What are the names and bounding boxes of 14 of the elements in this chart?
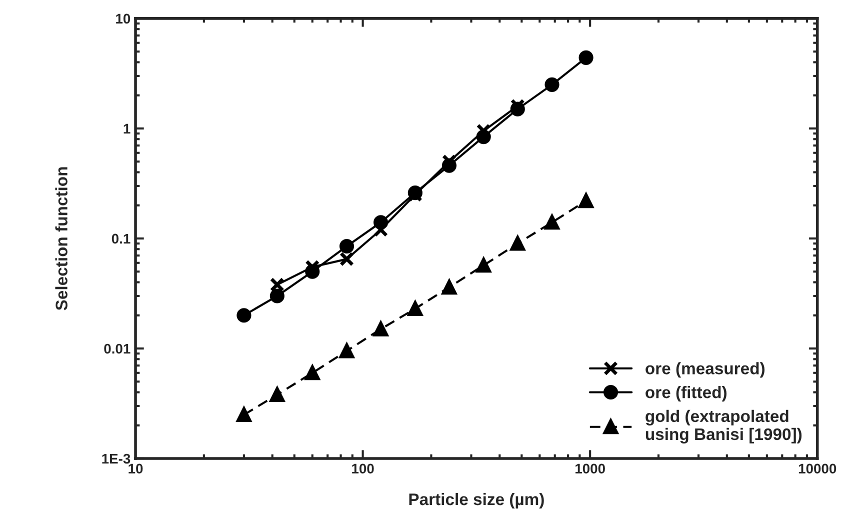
y-tick-label: 10 xyxy=(116,14,130,24)
y-tick-label: 1E-3 xyxy=(102,454,130,464)
y-tick-label: 1 xyxy=(124,124,130,134)
x-tick-label: 1000 xyxy=(576,464,605,474)
x-tick-label: 10000 xyxy=(798,464,836,474)
x-tick-label: 100 xyxy=(352,464,374,474)
x-tick-label: 10 xyxy=(128,464,143,474)
y-tick-label: 0.1 xyxy=(112,234,130,244)
legend-label: ore (measured) xyxy=(646,362,765,378)
x-axis-title: Particle size (µm) xyxy=(409,492,544,509)
legend-label: ore (fitted) xyxy=(646,386,726,402)
legend-label: gold (extrapolated using Banisi [1990]) xyxy=(646,410,802,444)
y-tick-label: 0.01 xyxy=(104,344,130,354)
y-axis-title: Selection function xyxy=(55,167,68,310)
